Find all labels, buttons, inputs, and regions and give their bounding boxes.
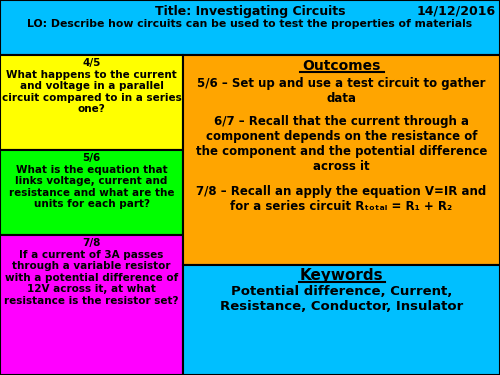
- Text: Title: Investigating Circuits: Title: Investigating Circuits: [155, 5, 345, 18]
- Bar: [183, 265, 500, 375]
- Text: 5/6
What is the equation that
links voltage, current and
resistance and what are: 5/6 What is the equation that links volt…: [9, 153, 174, 209]
- Text: 7/8 – Recall an apply the equation V=IR and: 7/8 – Recall an apply the equation V=IR …: [196, 185, 486, 198]
- Text: Outcomes: Outcomes: [302, 59, 380, 73]
- Bar: [0, 0, 500, 55]
- Text: 7/8
If a current of 3A passes
through a variable resistor
with a potential diffe: 7/8 If a current of 3A passes through a …: [4, 238, 179, 306]
- Text: 5/6 – Set up and use a test circuit to gather
data: 5/6 – Set up and use a test circuit to g…: [197, 77, 486, 105]
- Text: Potential difference, Current,
Resistance, Conductor, Insulator: Potential difference, Current, Resistanc…: [220, 285, 463, 313]
- Text: for a series circuit Rₜₒₜₐₗ = R₁ + R₂: for a series circuit Rₜₒₜₐₗ = R₁ + R₂: [230, 200, 452, 213]
- Bar: [0, 150, 183, 235]
- Text: Keywords: Keywords: [300, 268, 384, 283]
- Text: 4/5
What happens to the current
and voltage in a parallel
circuit compared to in: 4/5 What happens to the current and volt…: [2, 58, 182, 114]
- Text: 6/7 – Recall that the current through a
component depends on the resistance of
t: 6/7 – Recall that the current through a …: [196, 115, 487, 173]
- Bar: [0, 55, 183, 150]
- Text: LO: Describe how circuits can be used to test the properties of materials: LO: Describe how circuits can be used to…: [28, 19, 472, 29]
- Bar: [183, 55, 500, 265]
- Bar: [0, 235, 183, 375]
- Text: 14/12/2016: 14/12/2016: [417, 5, 496, 18]
